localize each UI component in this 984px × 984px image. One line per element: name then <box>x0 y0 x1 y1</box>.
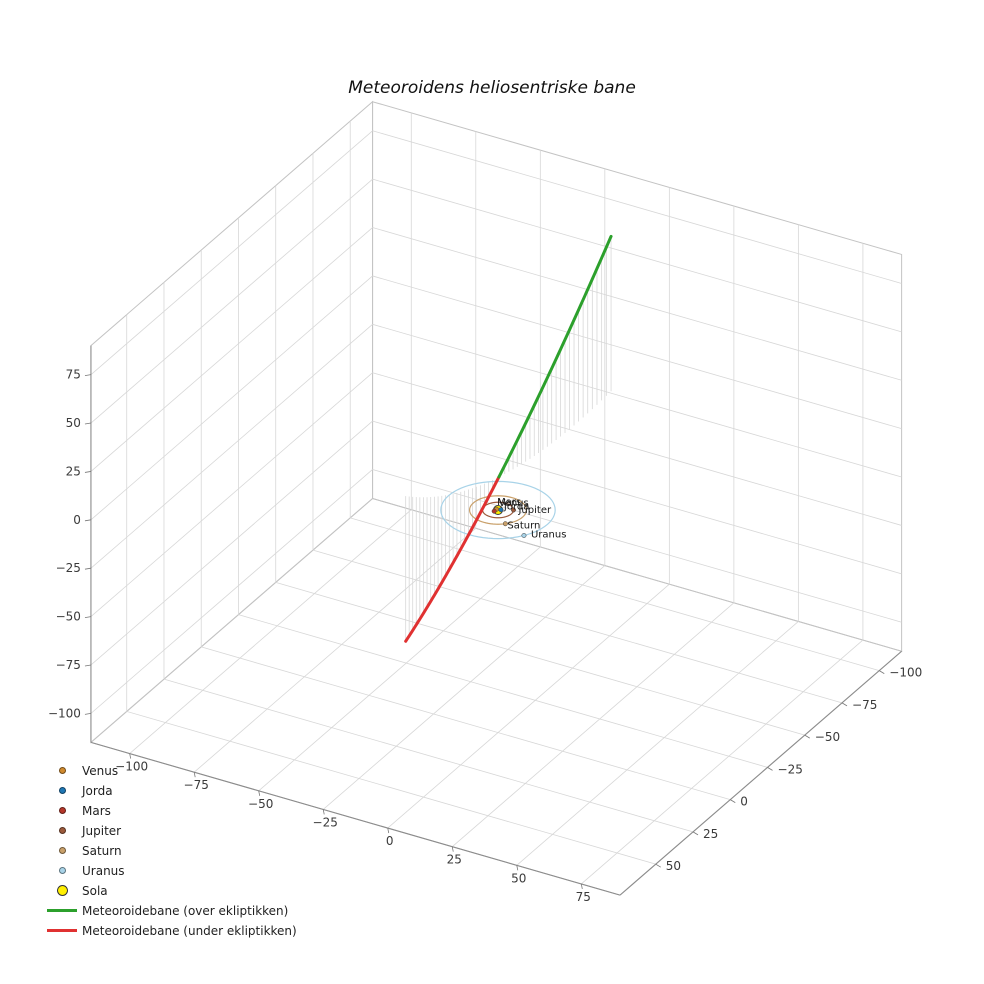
y-tick-label: 0 <box>740 795 748 809</box>
legend-marker-uranus <box>46 867 78 874</box>
planet-label-jupiter: Jupiter <box>517 505 551 516</box>
planet-label-saturn: Saturn <box>507 521 540 532</box>
planet-label-mars: Mars <box>497 497 521 508</box>
planet-marker-jupiter <box>511 507 516 513</box>
y-tick-label: 50 <box>666 859 681 873</box>
y-tick-label: 25 <box>703 827 718 841</box>
planet-label-uranus: Uranus <box>531 529 566 540</box>
orbit-uranus <box>440 480 556 540</box>
z-tick-label: −25 <box>56 561 81 575</box>
legend-item-jorda: Jorda <box>46 783 297 798</box>
legend-marker-jorda <box>46 787 78 794</box>
z-tick-label: 75 <box>66 368 81 382</box>
legend-label: Sola <box>82 883 108 898</box>
x-tick-label: −25 <box>313 815 338 829</box>
legend-marker-jupiter <box>46 827 78 834</box>
x-tick-label: −100 <box>115 760 148 774</box>
legend-label: Saturn <box>82 843 122 858</box>
z-tick-label: −100 <box>48 706 81 720</box>
trajectory-stem-lines <box>405 236 612 642</box>
planet-marker-saturn <box>502 521 508 527</box>
y-tick-label: −50 <box>815 730 840 744</box>
tick-marks <box>84 374 885 890</box>
legend-item-meteoroidebane-over-ekliptikken: Meteoroidebane (over ekliptikken) <box>46 903 297 918</box>
legend-label: Meteoroidebane (over ekliptikken) <box>82 903 289 918</box>
legend: Venus Jorda Mars Jupiter Saturn Uranus Sola Met… <box>46 764 297 944</box>
legend-marker-venus <box>46 767 78 774</box>
legend-item-uranus: Uranus <box>46 863 297 878</box>
legend-label: Jorda <box>82 783 113 798</box>
planet-label-venus: Venus <box>499 498 529 509</box>
x-tick-label: −75 <box>184 778 209 792</box>
z-tick-label: 0 <box>73 513 81 527</box>
legend-label: Venus <box>82 763 119 778</box>
legend-label: Mars <box>82 803 111 818</box>
y-tick-label: −75 <box>852 698 877 712</box>
z-tick-label: −50 <box>56 610 81 624</box>
planet-marker-jorda <box>498 507 504 513</box>
trajectory-lines <box>404 234 613 643</box>
legend-label: Jupiter <box>82 823 122 838</box>
tick-labels: −100 −75 −50 −25 0 25 50 75 −100 −75 −50 −25 0 25 50 75… <box>48 368 922 904</box>
legend-item-meteoroidebane-under-ekliptikken: Meteoroidebane (under ekliptikken) <box>46 923 297 938</box>
orbit-saturn <box>468 495 528 525</box>
legend-label: Meteoroidebane (under ekliptikken) <box>82 923 297 938</box>
z-tick-label: 25 <box>66 464 81 478</box>
x-tick-label: 75 <box>576 890 591 904</box>
y-tick-label: −100 <box>889 666 922 680</box>
legend-item-sola: Sola <box>46 883 297 898</box>
x-tick-label: −50 <box>248 797 273 811</box>
y-tick-label: −25 <box>778 762 803 776</box>
legend-marker-saturn <box>46 847 78 854</box>
z-tick-label: −75 <box>56 658 81 672</box>
planet-label-jorda: Jorda <box>503 502 529 513</box>
x-tick-label: 50 <box>511 871 526 885</box>
plot-title: Meteoroidens heliosentriske bane <box>348 78 636 98</box>
trajectory-below-line <box>404 475 501 643</box>
legend-item-saturn: Saturn <box>46 843 297 858</box>
celestial-bodies <box>491 505 527 538</box>
legend-marker-meteoroidebane-over-ekliptikken <box>46 909 78 912</box>
x-tick-label: 0 <box>386 834 394 848</box>
legend-item-venus: Venus <box>46 763 297 778</box>
trajectory-above-line <box>497 234 613 479</box>
legend-item-mars: Mars <box>46 803 297 818</box>
legend-marker-meteoroidebane-under-ekliptikken <box>46 929 78 932</box>
x-tick-label: 25 <box>447 853 462 867</box>
planet-marker-uranus <box>521 533 527 538</box>
gridlines <box>90 112 902 885</box>
axis-edges <box>90 345 902 896</box>
legend-item-jupiter: Jupiter <box>46 823 297 838</box>
z-tick-label: 50 <box>66 416 81 430</box>
planet-marker-mars <box>491 508 497 514</box>
legend-marker-sola <box>46 885 78 896</box>
legend-marker-mars <box>46 807 78 814</box>
legend-label: Uranus <box>82 863 125 878</box>
